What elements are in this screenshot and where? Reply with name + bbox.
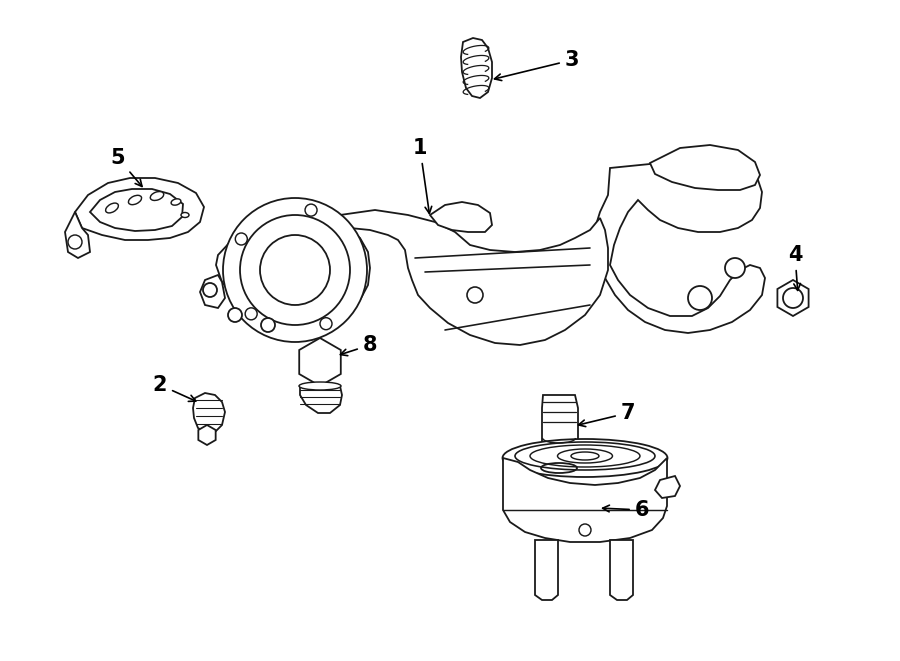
Ellipse shape [171,199,181,205]
Polygon shape [430,202,492,232]
Polygon shape [310,210,608,345]
Polygon shape [610,540,633,600]
Text: 1: 1 [413,138,432,214]
Circle shape [228,308,242,322]
Polygon shape [75,178,204,240]
Circle shape [579,524,591,536]
Circle shape [203,283,217,297]
Circle shape [783,288,803,308]
Text: 2: 2 [153,375,196,401]
Polygon shape [542,395,578,470]
Text: 6: 6 [603,500,649,520]
Polygon shape [200,275,225,308]
Text: 3: 3 [494,50,580,81]
Ellipse shape [541,463,577,473]
Circle shape [235,233,248,245]
Circle shape [320,318,332,330]
Circle shape [223,198,367,342]
Polygon shape [299,338,341,386]
Text: 4: 4 [788,245,802,290]
Polygon shape [216,215,370,325]
Ellipse shape [502,439,668,477]
Ellipse shape [150,192,164,200]
Polygon shape [655,476,680,498]
Text: 7: 7 [579,403,635,426]
Circle shape [467,287,483,303]
Circle shape [245,308,257,320]
Ellipse shape [299,382,341,390]
Circle shape [725,258,745,278]
Polygon shape [595,163,765,333]
Polygon shape [535,540,558,600]
Polygon shape [198,425,216,445]
Circle shape [68,235,82,249]
Polygon shape [503,458,667,542]
Circle shape [688,286,712,310]
Polygon shape [300,386,342,413]
Polygon shape [778,280,808,316]
Circle shape [305,204,317,216]
Polygon shape [65,212,90,258]
Circle shape [260,235,330,305]
Polygon shape [650,145,760,190]
Polygon shape [285,210,335,232]
Ellipse shape [181,212,189,217]
Polygon shape [193,393,225,432]
Ellipse shape [129,195,141,205]
Ellipse shape [105,203,119,213]
Polygon shape [90,189,183,231]
Circle shape [240,215,350,325]
Text: 8: 8 [340,335,377,356]
Polygon shape [461,38,492,98]
Text: 5: 5 [111,148,142,186]
Circle shape [261,318,275,332]
